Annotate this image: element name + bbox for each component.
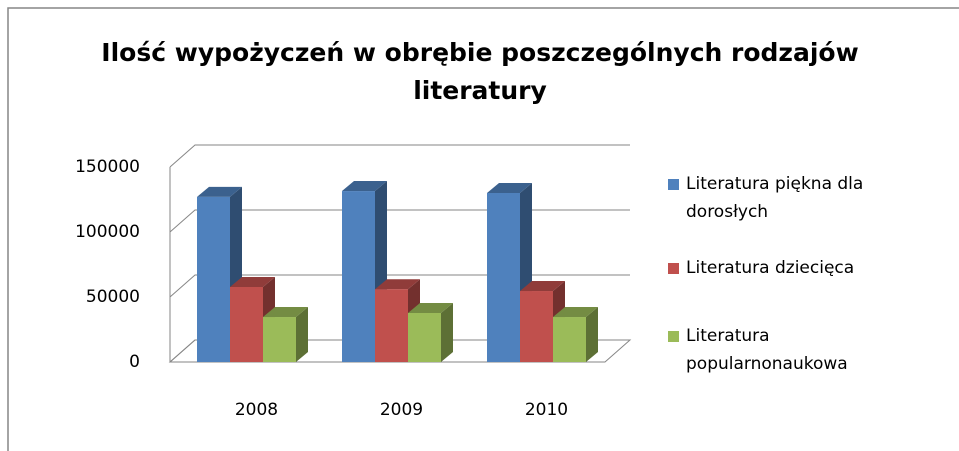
bar (263, 317, 296, 362)
x-tick-label: 2009 (380, 400, 423, 420)
bar-top (197, 186, 242, 197)
bar-side (296, 307, 308, 362)
legend-label: Literatura dziecięca (686, 258, 855, 278)
bar-top (487, 183, 532, 193)
y-tick-label: 0 (129, 352, 140, 372)
legend-item: Literatura piękna dla dorosłych (668, 170, 916, 226)
grid-line (169, 144, 630, 168)
bar-top (408, 302, 453, 313)
bar (487, 193, 520, 362)
x-tick-label: 2008 (235, 400, 278, 420)
bar-side (586, 307, 598, 362)
bar (375, 289, 408, 362)
bar-top (553, 307, 598, 318)
chart-title: Ilość wypożyczeń w obrębie poszczególnyc… (101, 38, 859, 105)
legend-item: Literatura popularnonaukowa (668, 322, 886, 378)
bar (553, 317, 586, 362)
chart-border (7, 7, 959, 451)
legend: Literatura piękna dla dorosłych Literatur… (668, 170, 948, 406)
bar (230, 286, 263, 362)
bar-top (342, 181, 387, 192)
bar (520, 291, 553, 362)
y-tick-label: 100000 (75, 222, 140, 242)
bar (408, 312, 441, 362)
legend-label: Literatura popularnonaukowa (686, 326, 848, 374)
bar-top (263, 307, 308, 318)
grid-line (169, 274, 630, 298)
y-tick-label: 50000 (86, 287, 140, 307)
legend-swatch (668, 331, 679, 342)
bar-top (230, 276, 275, 287)
bar (342, 191, 375, 362)
x-tick-label: 2010 (525, 400, 568, 420)
legend-swatch (668, 179, 679, 190)
y-tick-label: 150000 (75, 157, 140, 177)
grid-line (169, 339, 630, 363)
grid-line (169, 209, 630, 233)
legend-label: Literatura piękna dla dorosłych (686, 174, 864, 222)
bar-top (520, 281, 565, 292)
legend-item: Literatura dziecięca (668, 254, 948, 282)
legend-swatch (668, 263, 679, 274)
bar-top (375, 279, 420, 290)
bar (197, 196, 230, 362)
bar-side (441, 302, 453, 362)
